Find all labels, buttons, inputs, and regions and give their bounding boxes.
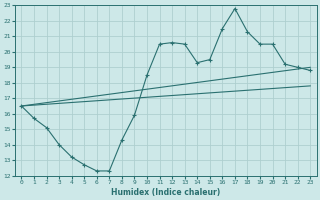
X-axis label: Humidex (Indice chaleur): Humidex (Indice chaleur) <box>111 188 220 197</box>
